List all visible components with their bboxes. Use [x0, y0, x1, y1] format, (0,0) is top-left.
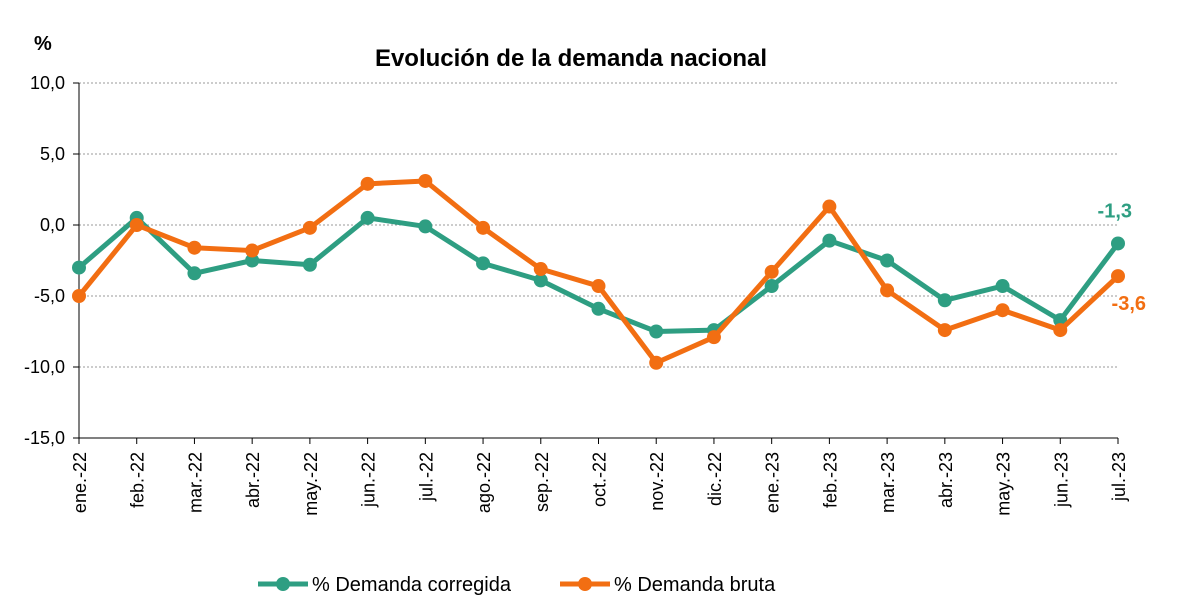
data-point-s0-2 [187, 266, 202, 281]
x-tick-label-5: jun.-22 [359, 452, 379, 508]
data-point-s0-16 [995, 279, 1010, 294]
x-tick-label-0: ene.-22 [70, 452, 90, 513]
x-tick-label-17: jun.-23 [1051, 452, 1071, 508]
data-point-s0-18 [1111, 236, 1125, 251]
x-tick-label-16: may.-23 [994, 452, 1014, 516]
data-point-s1-6 [418, 173, 433, 188]
x-tick-label-4: may.-22 [301, 452, 321, 516]
legend-item-0: % Demanda corregida [258, 574, 512, 596]
data-point-s1-9 [591, 279, 606, 294]
legend-item-1: % Demanda bruta [560, 574, 776, 596]
end-labels: -1,3 -3,6 [1098, 200, 1146, 315]
data-point-s0-14 [880, 253, 895, 268]
data-point-s0-10 [649, 324, 664, 339]
axes [73, 82, 1119, 444]
data-point-s0-15 [937, 293, 952, 308]
data-point-s1-8 [533, 262, 548, 277]
x-tick-label-11: dic.-22 [705, 452, 725, 506]
x-tick-label-6: jul.-22 [416, 452, 436, 502]
x-tick-label-3: abr.-22 [243, 452, 263, 508]
data-point-s1-16 [995, 303, 1010, 318]
x-tick-label-14: mar.-23 [878, 452, 898, 513]
data-point-s0-3 [245, 253, 260, 268]
y-tick-label-4: -10,0 [24, 357, 65, 377]
y-tick-label-5: -15,0 [24, 428, 65, 448]
data-point-s1-7 [476, 220, 491, 235]
data-point-s1-17 [1053, 323, 1068, 338]
series-1 [72, 173, 1125, 370]
data-point-s0-7 [476, 256, 491, 271]
y-axis-ticks: 10,0 5,0 0,0 -5,0 -10,0 -15,0 [24, 73, 65, 448]
data-point-s0-9 [591, 301, 606, 316]
data-point-s0-4 [302, 257, 317, 272]
data-point-s1-13 [822, 199, 837, 214]
y-tick-label-3: -5,0 [34, 286, 65, 306]
data-point-s1-2 [187, 240, 202, 255]
y-tick-label-2: 0,0 [40, 215, 65, 235]
data-point-s0-12 [764, 279, 779, 294]
data-point-s1-12 [764, 264, 779, 279]
x-tick-label-9: oct.-22 [590, 452, 610, 507]
data-point-s1-4 [302, 220, 317, 235]
x-tick-label-7: ago.-22 [474, 452, 494, 513]
x-axis-ticks: ene.-22 feb.-22 mar.-22 abr.-22 may.-22 jun.-… [70, 452, 1129, 516]
data-point-s1-5 [360, 176, 375, 191]
x-tick-label-15: abr.-23 [936, 452, 956, 508]
data-point-s0-13 [822, 233, 837, 248]
y-tick-label-0: 10,0 [30, 73, 65, 93]
x-tick-label-1: feb.-22 [128, 452, 148, 508]
data-point-s1-14 [880, 283, 895, 298]
series-line-1 [76, 178, 1121, 366]
x-tick-label-8: sep.-22 [532, 452, 552, 512]
x-tick-label-13: feb.-23 [820, 452, 840, 508]
data-point-s0-5 [360, 210, 375, 225]
x-tick-label-2: mar.-22 [185, 452, 205, 513]
legend-label-1: % Demanda bruta [614, 574, 776, 596]
x-tick-label-12: ene.-23 [763, 452, 783, 513]
series-0 [72, 210, 1125, 339]
data-point-s0-8 [533, 273, 548, 288]
data-point-s1-0 [72, 289, 86, 303]
y-tick-label-1: 5,0 [40, 144, 65, 164]
legend: % Demanda corregida % Demanda bruta [258, 574, 776, 596]
x-tick-label-10: nov.-22 [647, 452, 667, 511]
data-point-s0-6 [418, 219, 433, 234]
y-axis-unit-label: % [34, 33, 52, 55]
data-point-s1-11 [706, 330, 721, 345]
data-point-s1-10 [649, 355, 664, 370]
legend-swatch-marker-0 [276, 577, 290, 591]
legend-label-0: % Demanda corregida [312, 574, 512, 596]
data-point-s0-0 [72, 260, 86, 275]
end-label-bruta: -3,6 [1112, 293, 1146, 315]
x-tick-label-18: jul.-23 [1109, 452, 1129, 502]
series-layer [72, 173, 1125, 370]
legend-swatch-marker-1 [578, 577, 592, 591]
chart-title: Evolución de la demanda nacional [375, 45, 767, 72]
data-point-s1-18 [1111, 269, 1125, 284]
data-point-s1-3 [245, 243, 260, 258]
data-point-s1-1 [129, 218, 144, 232]
end-label-corregida: -1,3 [1098, 200, 1132, 222]
data-point-s1-15 [937, 323, 952, 338]
